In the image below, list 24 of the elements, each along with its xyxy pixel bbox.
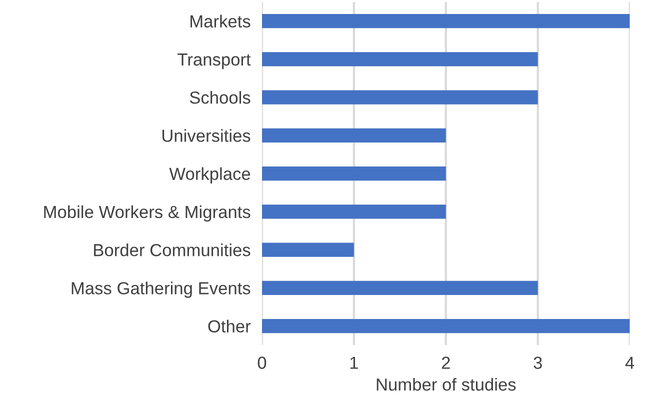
bar [262, 318, 630, 334]
y-tick-label: Markets [190, 14, 250, 28]
bar [262, 242, 354, 257]
bar [262, 52, 538, 66]
y-tick-label: Mobile Workers & Migrants [44, 205, 250, 222]
y-tick-label: Workplace [169, 167, 250, 184]
bar [262, 14, 630, 28]
bar [262, 90, 538, 104]
y-tick-label: Mass Gathering Events [72, 282, 250, 298]
x-tick-label: 2 [442, 356, 450, 369]
x-tick-label: 3 [534, 356, 542, 369]
y-tick-label: Transport [178, 54, 251, 70]
bar [262, 166, 446, 181]
y-tick-label: Other [208, 320, 251, 332]
x-tick-label: 4 [625, 356, 634, 369]
bar [262, 280, 538, 295]
y-tick-label: Universities [162, 129, 250, 142]
x-tick-label: 0 [258, 356, 266, 369]
bar [262, 128, 446, 142]
bar [262, 204, 446, 219]
x-axis-title: Number of studies [376, 378, 516, 391]
y-tick-label: Border Communities [94, 244, 250, 256]
x-tick-label: 1 [350, 356, 358, 369]
y-tick-label: Schools [190, 91, 250, 104]
